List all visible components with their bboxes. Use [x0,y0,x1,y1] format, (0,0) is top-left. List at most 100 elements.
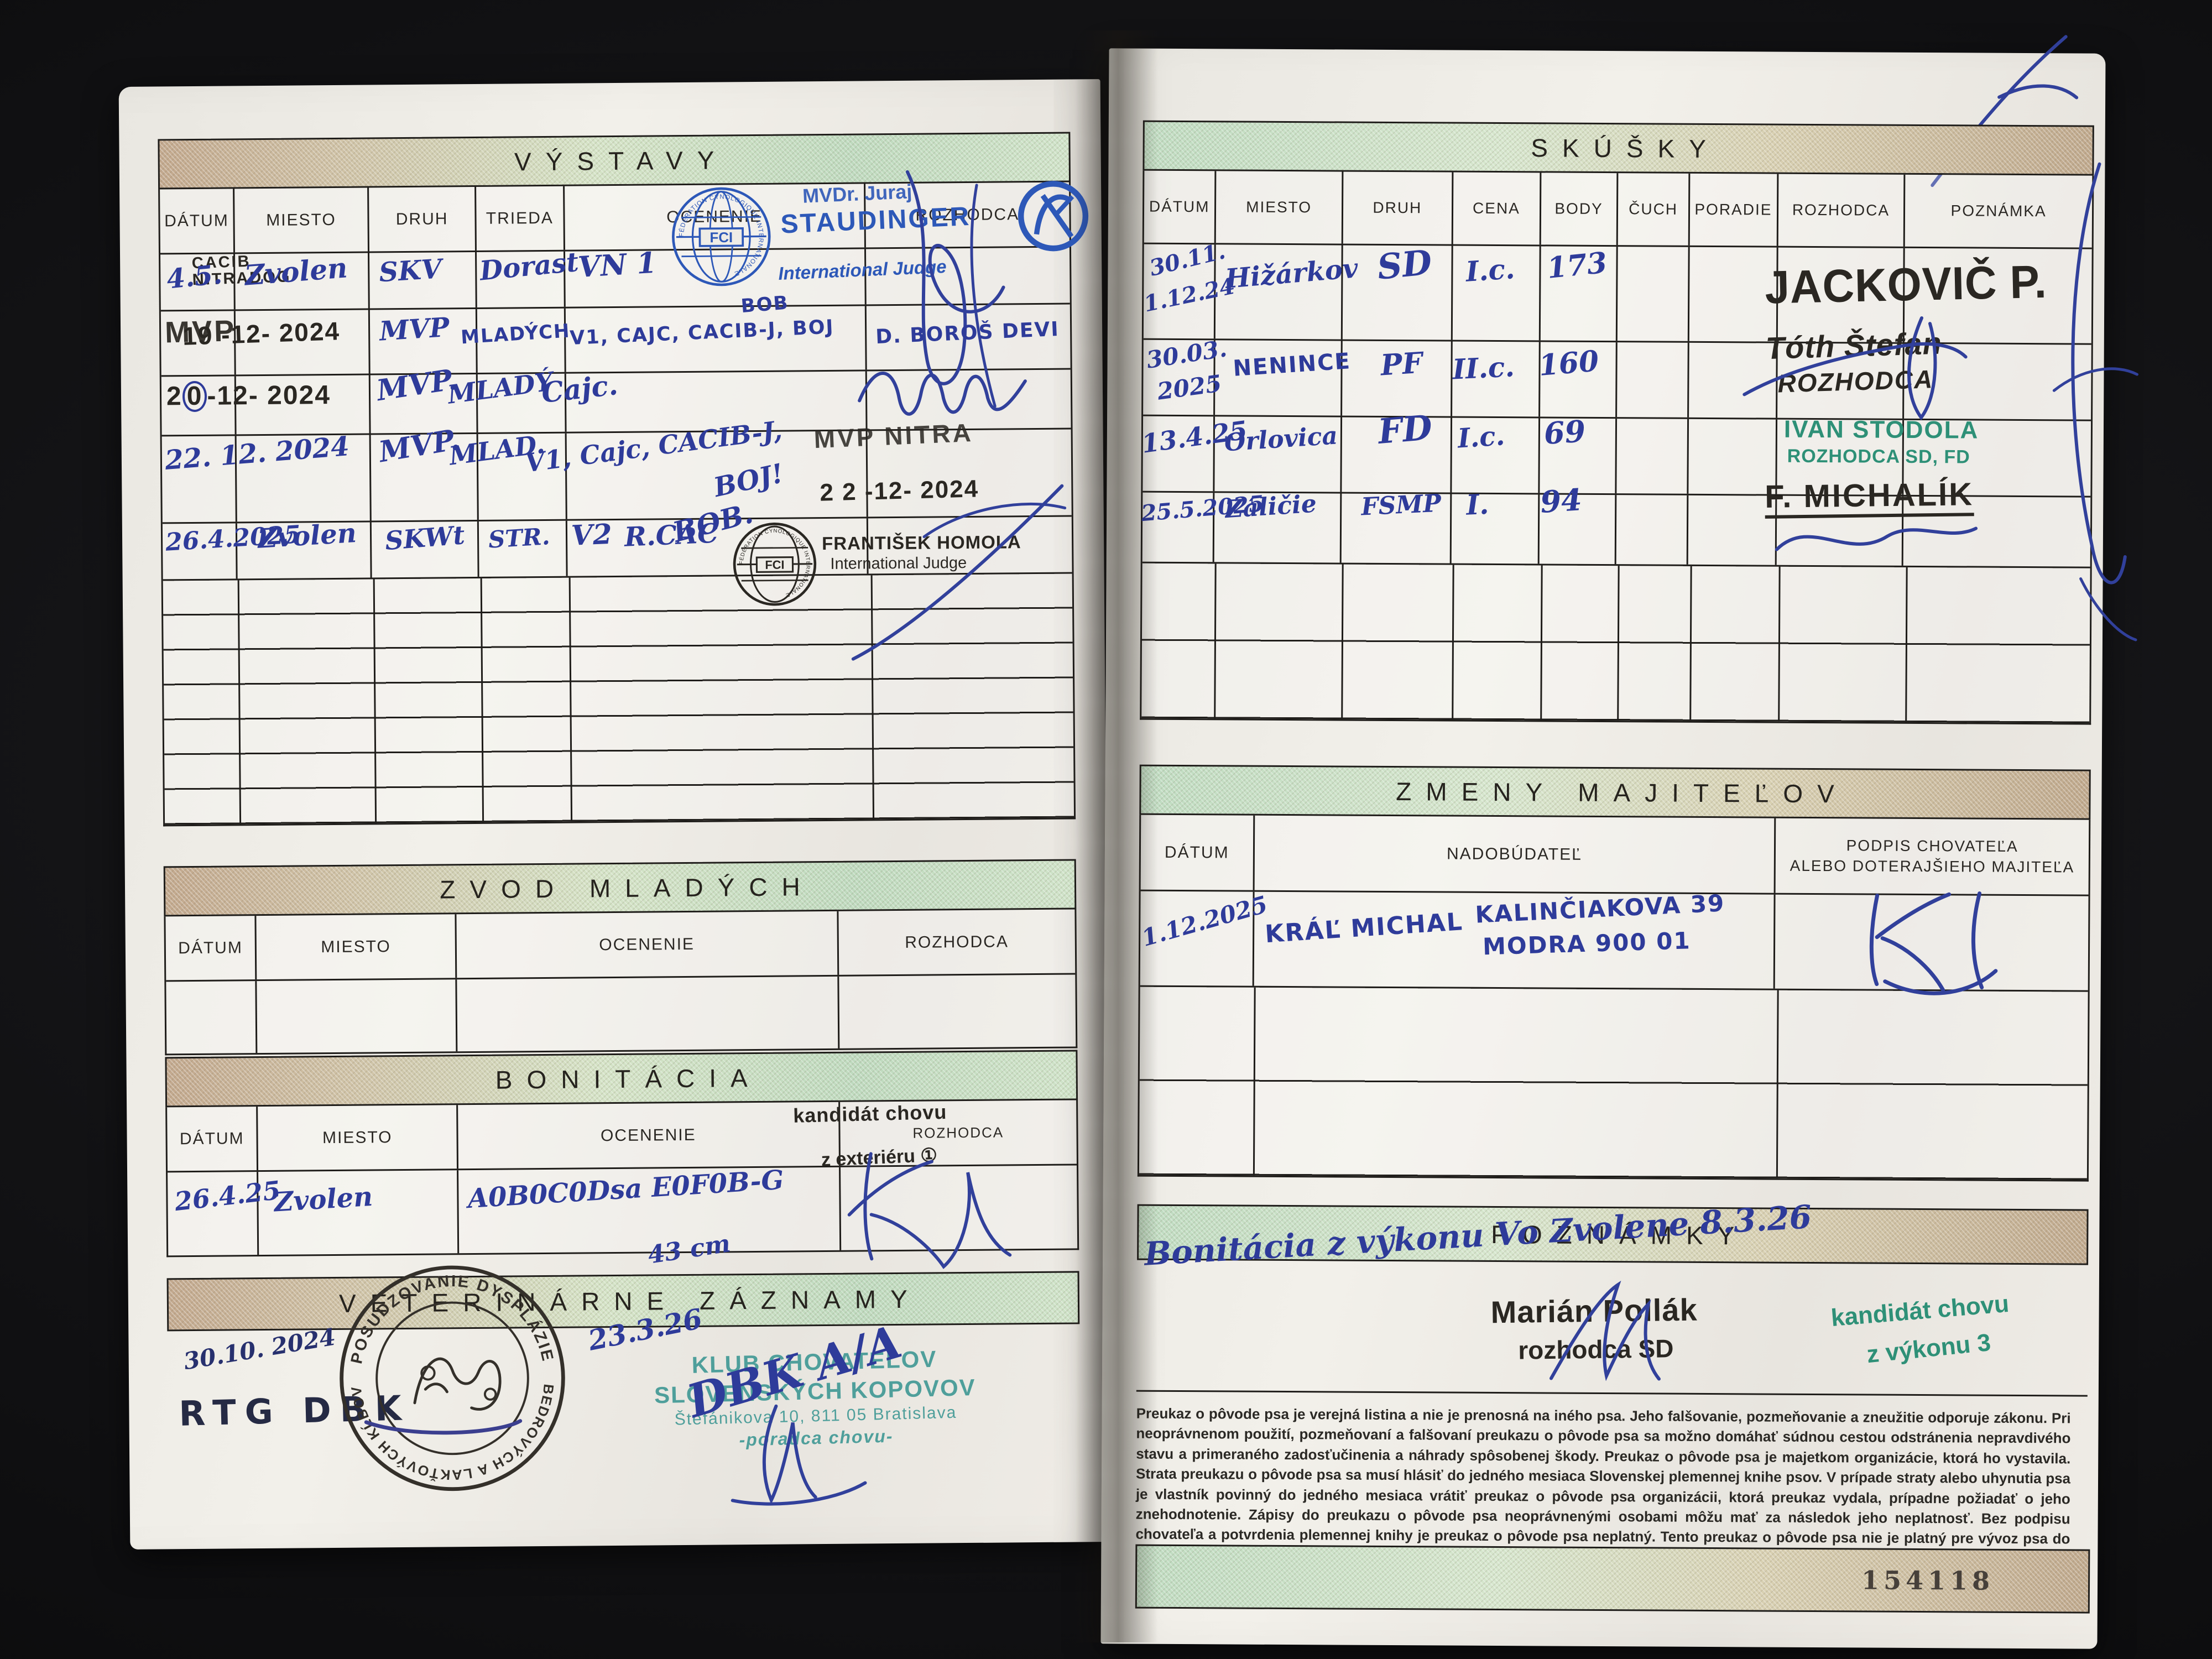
grid-line [1253,987,1256,1176]
column-header-poradie: PORADIE [1689,173,1778,246]
table-cell-empty [457,976,839,1052]
table-cell-empty [235,310,371,375]
table-cell-empty [1342,341,1453,416]
column-header-ocenenie: OCENENIE [458,1102,841,1169]
table-cell-empty [1904,420,2091,496]
bonitacia-title: BONITÁCIA [495,1063,762,1094]
column-header-rozhodca: ROZHODCA [1778,174,1906,247]
table-cell-empty [1452,418,1541,493]
table-cell-empty [161,376,237,435]
column-header-druh: DRUH [369,186,477,252]
table-cell-empty [866,305,1070,370]
table-cell-empty [370,374,478,434]
table-cell-empty [1903,497,2090,567]
column-header-miesto: MIESTO [234,187,370,253]
table-cell-empty [1777,247,1905,342]
table-cell-empty [565,306,867,372]
hw-vet-rtg-dbk: RTG DBK [178,1387,411,1434]
empty-rows-grid [163,573,1074,825]
table-cell-empty [371,521,479,578]
club-stamp: KLUB CHOVATEĽOV SLOVENSKÝCH KOPOVOV Štef… [653,1344,977,1453]
table-row [162,517,1072,581]
column-header-miesto: MIESTO [256,914,457,980]
legal-text: Preukaz o pôvode psa je verejná listina … [1135,1404,2071,1569]
table-row [160,247,1070,312]
club-stamp-line3: Štefánikova 10, 811 05 Bratislava [674,1403,957,1429]
table-cell-empty [371,434,479,521]
table-cell-empty [1540,342,1618,418]
grid-line [1617,566,1620,721]
skusky-title: SKÚŠKY [1531,133,1721,163]
table-cell-empty [1539,494,1617,565]
table-cell-empty [257,979,458,1053]
column-header-trieda: TRIEDA [476,186,565,251]
table-cell-empty [841,1165,1078,1250]
table-row [166,974,1076,1054]
grid-line [1778,566,1781,722]
table-cell-empty [478,433,567,520]
column-header-podpis-line1: PODPIS CHOVATEĽA [1846,837,2018,855]
skusky-table: DÁTUM MIESTO DRUH CENA BODY ČUCH PORADIE… [1140,170,2094,725]
column-header-rozhodca: ROZHODCA [905,932,1009,952]
table-cell-empty [168,1172,259,1256]
table-cell-empty [160,311,236,375]
column-header-nadobudatel: NADOBÚDATEĽ [1254,815,1776,893]
grid-line [568,577,573,822]
table-cell-empty [839,974,1076,1048]
skusky-header-band: SKÚŠKY [1142,120,2094,176]
serial-number: 154118 [1861,1565,1995,1596]
column-header-rozhodca: ROZHODCA [912,1124,1004,1141]
table-cell-empty [1776,495,1904,566]
column-header-ocenenie: OCENENIE [456,911,839,978]
grid-line [480,578,484,822]
table-cell-empty [234,253,370,310]
grid-line [1776,990,1779,1178]
table-cell-empty [237,522,372,579]
bonitacia-header-band: BONITÁCIA [165,1050,1078,1108]
kandidat-chovu-vykon-line2: z výkonu 3 [1865,1329,1992,1369]
column-header-rozhodca: ROZHODCA [915,205,1020,225]
table-cell-empty [369,252,477,309]
table-cell-empty [477,308,566,373]
table-cell-empty [1342,417,1452,493]
column-header-datum: DÁTUM [1140,815,1255,890]
grid-line [1341,564,1344,719]
grid-line [373,579,377,823]
club-stamp-line1: KLUB CHOVATEĽOV [691,1345,937,1378]
table-cell-empty [1616,495,1689,565]
table-cell-empty [1140,891,1255,986]
signature-ink-icon [731,1404,867,1506]
grid-line [1214,564,1217,719]
table-cell-empty [1215,340,1343,416]
zmeny-title: ZMENY MAJITEĽOV [1396,776,1849,808]
column-header-body: BODY [1541,173,1619,246]
column-header-druh: DRUH [1343,171,1454,244]
club-stamp-line4: -poradca chovu- [739,1426,894,1450]
table-cell-empty [1451,494,1540,564]
column-header-podpis: PODPIS CHOVATEĽA ALEBO DOTERAJŠIEHO MAJI… [1776,818,2089,895]
signature-ink-icon [1549,1280,1661,1381]
table-cell-empty [1777,343,1905,419]
table-cell-empty [867,430,1071,517]
kandidat-chovu-vykon-line1: kandidát chovu [1830,1290,2010,1332]
table-cell-empty [1142,492,1215,562]
table-cell-empty [1689,247,1778,342]
table-cell-empty [477,251,566,307]
empty-rows-grid [1139,987,2088,1180]
table-cell-empty [867,370,1071,430]
table-cell-empty [160,254,236,310]
table-cell-empty [1775,895,2088,990]
table-cell-empty [1215,244,1343,340]
table-cell-empty [236,435,372,522]
table-row [160,304,1071,377]
table-cell-empty [1452,341,1541,417]
table-cell-empty [1689,342,1778,418]
table-cell-empty [1342,245,1453,340]
table-cell-empty [458,1167,841,1254]
table-row [1142,492,2091,568]
column-header-cuch: ČUCH [1618,173,1691,246]
table-cell-empty [1688,419,1777,494]
legal-paragraph: Preukaz o pôvode psa je verejná listina … [1135,1405,2071,1545]
table-cell-empty [1341,493,1452,564]
table-cell-empty [866,248,1070,305]
